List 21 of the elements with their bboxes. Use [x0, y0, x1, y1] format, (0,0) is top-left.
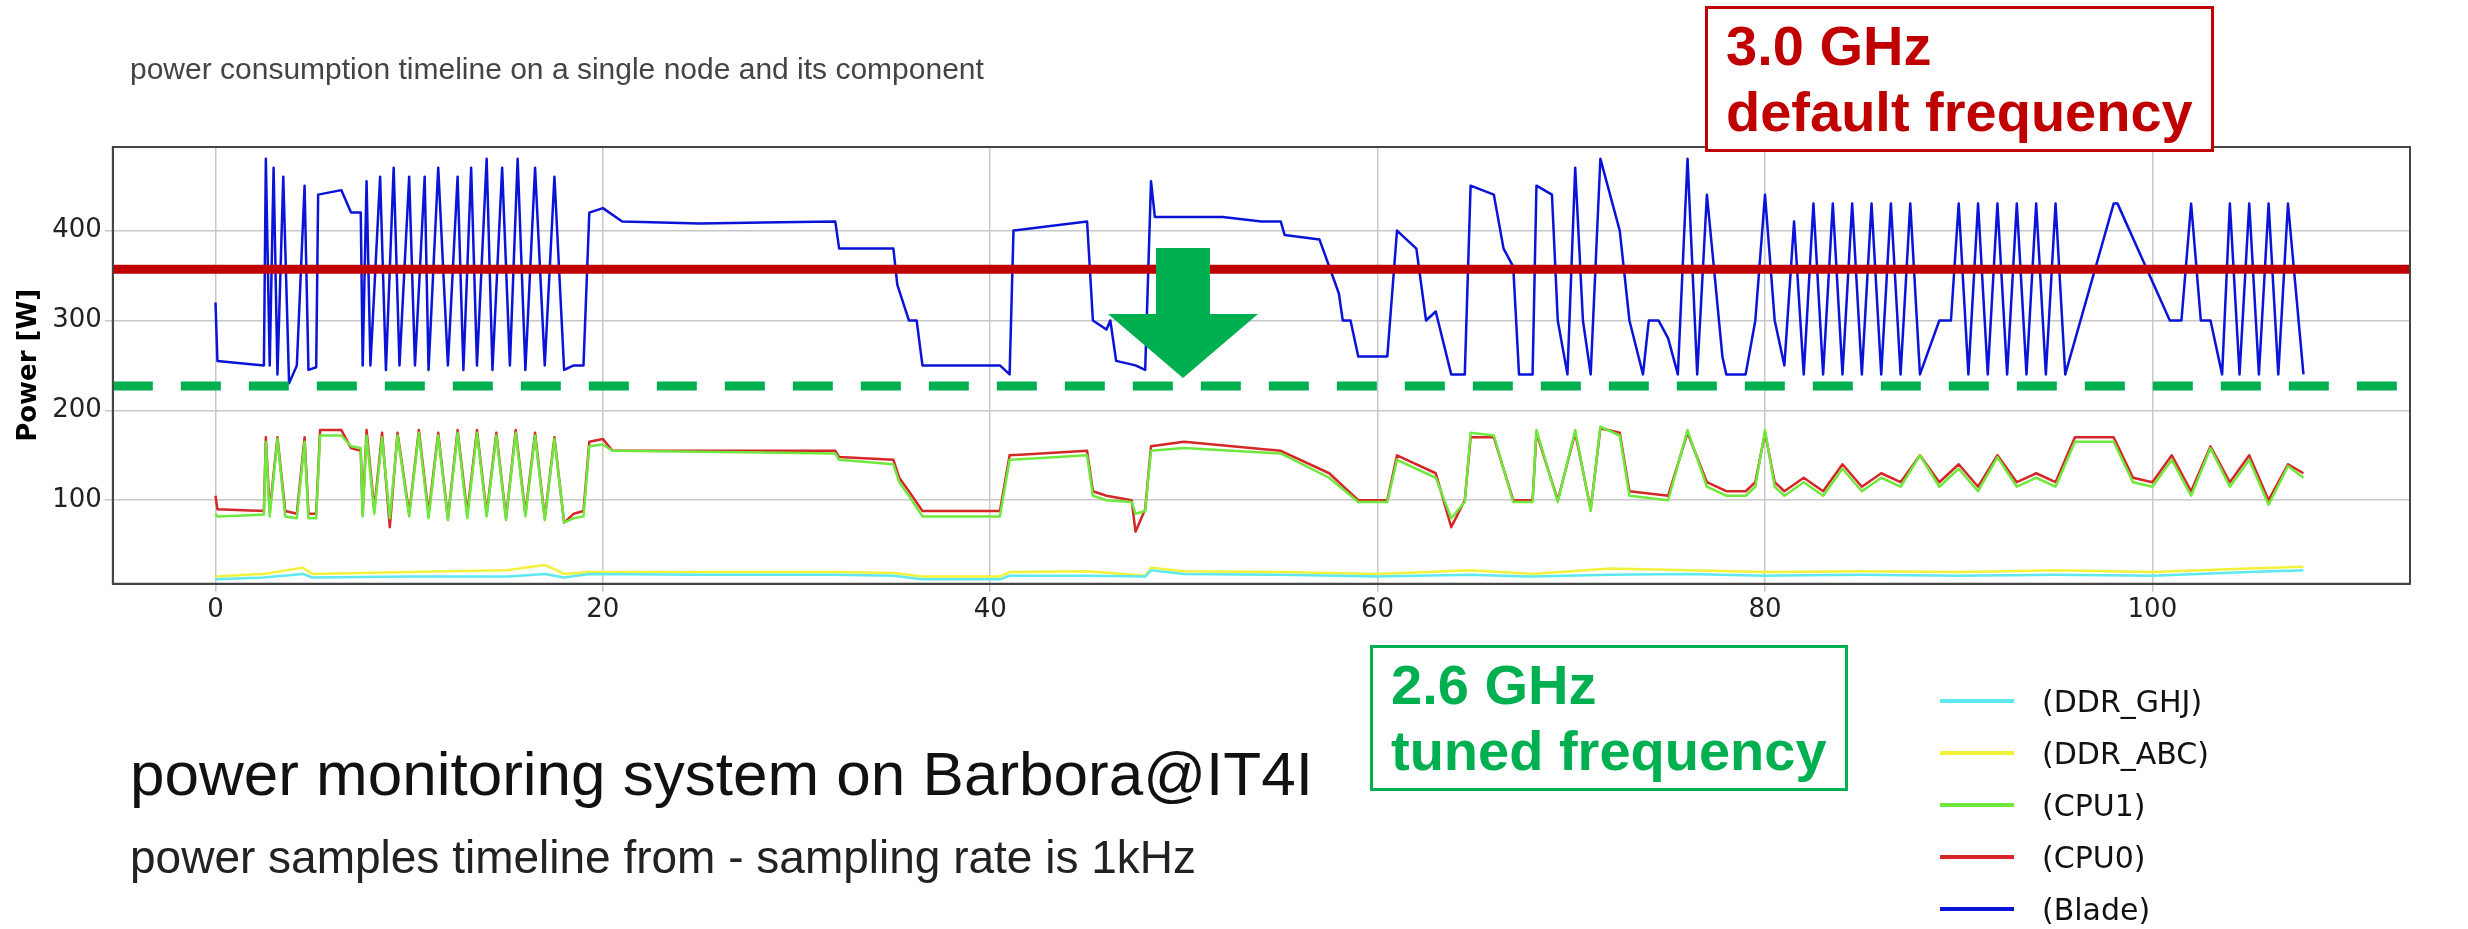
ref-line-label: 3.0 GHz default frequency	[1726, 13, 2193, 145]
legend-label: (CPU1)	[2042, 787, 2146, 823]
text: power samples timeline from - sampling rate is 1kHz	[130, 830, 1197, 884]
y-tick-label: 200	[52, 393, 102, 424]
y-tick-label: 100	[52, 482, 102, 513]
x-tick-label: 0	[207, 593, 224, 624]
text: power monitoring system on Barbora@IT4I	[130, 738, 1313, 809]
ref-line-label: 2.6 GHz tuned frequency	[1391, 652, 1827, 784]
text: power consumption timeline on a single node and its component	[130, 52, 984, 86]
x-tick-label: 40	[973, 593, 1007, 624]
legend-label: (CPU0)	[2042, 839, 2146, 875]
y-axis-title: Power [W]	[12, 288, 43, 442]
x-tick-label: 20	[586, 593, 620, 624]
x-tick-label: 80	[1748, 593, 1782, 624]
x-tick-label: 60	[1361, 593, 1395, 624]
legend-label: (DDR_GHJ)	[2042, 683, 2203, 719]
x-tick-label: 100	[2127, 593, 2178, 624]
legend-label: (Blade)	[2042, 891, 2151, 927]
y-tick-label: 300	[52, 303, 102, 334]
legend-label: (DDR_ABC)	[2042, 735, 2209, 771]
y-tick-label: 400	[52, 213, 102, 244]
